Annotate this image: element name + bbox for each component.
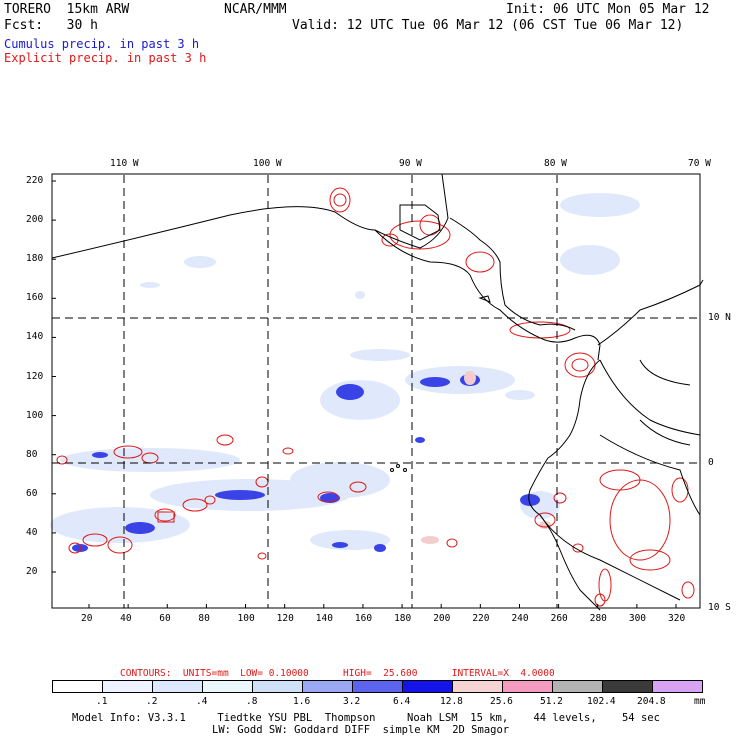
colorbar-swatch: [452, 680, 503, 693]
y-tick-label: 40: [26, 526, 38, 538]
colorbar-swatch: [402, 680, 453, 693]
explicit-precip-fill: [421, 371, 551, 544]
y-tick-label: 220: [26, 175, 44, 186]
colorbar-swatch: [502, 680, 553, 693]
colorbar-label: .1: [96, 696, 108, 707]
y-tick-label: 140: [26, 331, 44, 343]
colorbar-swatch: [552, 680, 603, 693]
explicit-precip-contours: [56, 187, 695, 607]
x-tick-label: 240: [511, 613, 529, 624]
colorbar-label: 1.6: [293, 696, 311, 707]
x-tick-label: 180: [394, 613, 412, 624]
colorbar-swatch: [252, 680, 303, 693]
x-tick-label: 300: [628, 613, 647, 624]
organization: NCAR/MMM: [224, 2, 287, 17]
colorbar-swatch: [302, 680, 353, 693]
x-tick-label: 120: [276, 613, 294, 624]
colorbar-unit: mm: [694, 696, 706, 707]
x-tick-label: 80: [198, 613, 210, 624]
x-tick-label: 280: [589, 613, 607, 624]
colorbar-label: 102.4: [587, 696, 616, 707]
colorbar-label: 51.2: [540, 696, 563, 707]
y-tick-label: 20: [26, 566, 38, 577]
y-tick-label: 160: [26, 292, 44, 304]
lon-label-100w: 100 W: [253, 158, 282, 169]
x-tick-label: 260: [550, 613, 568, 624]
x-tick-label: 320: [668, 613, 686, 624]
colorbar-swatch: [202, 680, 253, 693]
colorbar-label: 204.8: [637, 696, 666, 707]
cumulus-precip-label: Cumulus precip. in past 3 h: [4, 37, 200, 51]
y-tick-label: 120: [26, 370, 44, 382]
colorbar-label: .2: [146, 696, 158, 707]
lon-label-80w: 80 W: [544, 158, 567, 169]
colorbar-swatch: [352, 680, 403, 693]
init-time: Init: 06 UTC Mon 05 Mar 12: [506, 2, 710, 17]
forecast-hour: Fcst: 30 h: [4, 18, 98, 33]
colorbar-swatch: [102, 680, 153, 693]
colorbar-swatch: [152, 680, 203, 693]
y-tick-label: 60: [26, 487, 38, 499]
cumulus-precip-fill: [50, 193, 640, 550]
colorbar-label: 6.4: [393, 696, 411, 707]
x-tick-label: 40: [120, 613, 132, 624]
contours-info: CONTOURS: UNITS=mm LOW= 0.10000 HIGH= 25…: [120, 668, 555, 679]
colorbar-label: 3.2: [343, 696, 361, 707]
marker-box: [157, 511, 175, 523]
y-tick-label: 100: [26, 409, 44, 421]
colorbar-label: .4: [196, 696, 208, 707]
lat-label-10n: 10 N: [708, 312, 731, 323]
model-info-line1: Model Info: V3.3.1 Tiedtke YSU PBL Thomp…: [72, 712, 660, 724]
colorbar-swatch: [602, 680, 653, 693]
colorbar-swatch: [652, 680, 703, 693]
lon-label-70w: 70 W: [688, 158, 711, 169]
x-tick-label: 200: [433, 613, 451, 624]
colorbar-swatch: [52, 680, 103, 693]
y-tick-label: 180: [26, 253, 44, 265]
x-tick-label: 60: [159, 613, 171, 624]
lon-label-90w: 90 W: [399, 158, 422, 169]
model-name: TORERO 15km ARW: [4, 2, 130, 17]
y-tick-label: 80: [26, 448, 38, 460]
lon-label-110w: 110 W: [110, 158, 139, 169]
x-tick-label: 220: [472, 613, 490, 624]
coastlines: [51, 173, 704, 611]
x-tick-label: 140: [315, 613, 333, 624]
valid-time: Valid: 12 UTC Tue 06 Mar 12 (06 CST Tue …: [292, 18, 684, 33]
explicit-precip-label: Explicit precip. in past 3 h: [4, 51, 207, 65]
map-frame: [51, 173, 701, 609]
lat-label-10s: 10 S: [708, 602, 731, 613]
lat-label-0: 0: [708, 457, 714, 468]
x-tick-label: 20: [81, 613, 93, 624]
x-tick-label: 100: [237, 613, 255, 624]
colorbar-label: .8: [246, 696, 258, 707]
colorbar-label: 25.6: [490, 696, 513, 707]
colorbar-label: 12.8: [440, 696, 463, 707]
x-tick-label: 160: [354, 613, 373, 624]
y-tick-label: 200: [26, 214, 44, 226]
model-info-line2: LW: Godd SW: Goddard DIFF simple KM 2D S…: [212, 724, 510, 736]
lat-lon-grid: [52, 175, 700, 608]
